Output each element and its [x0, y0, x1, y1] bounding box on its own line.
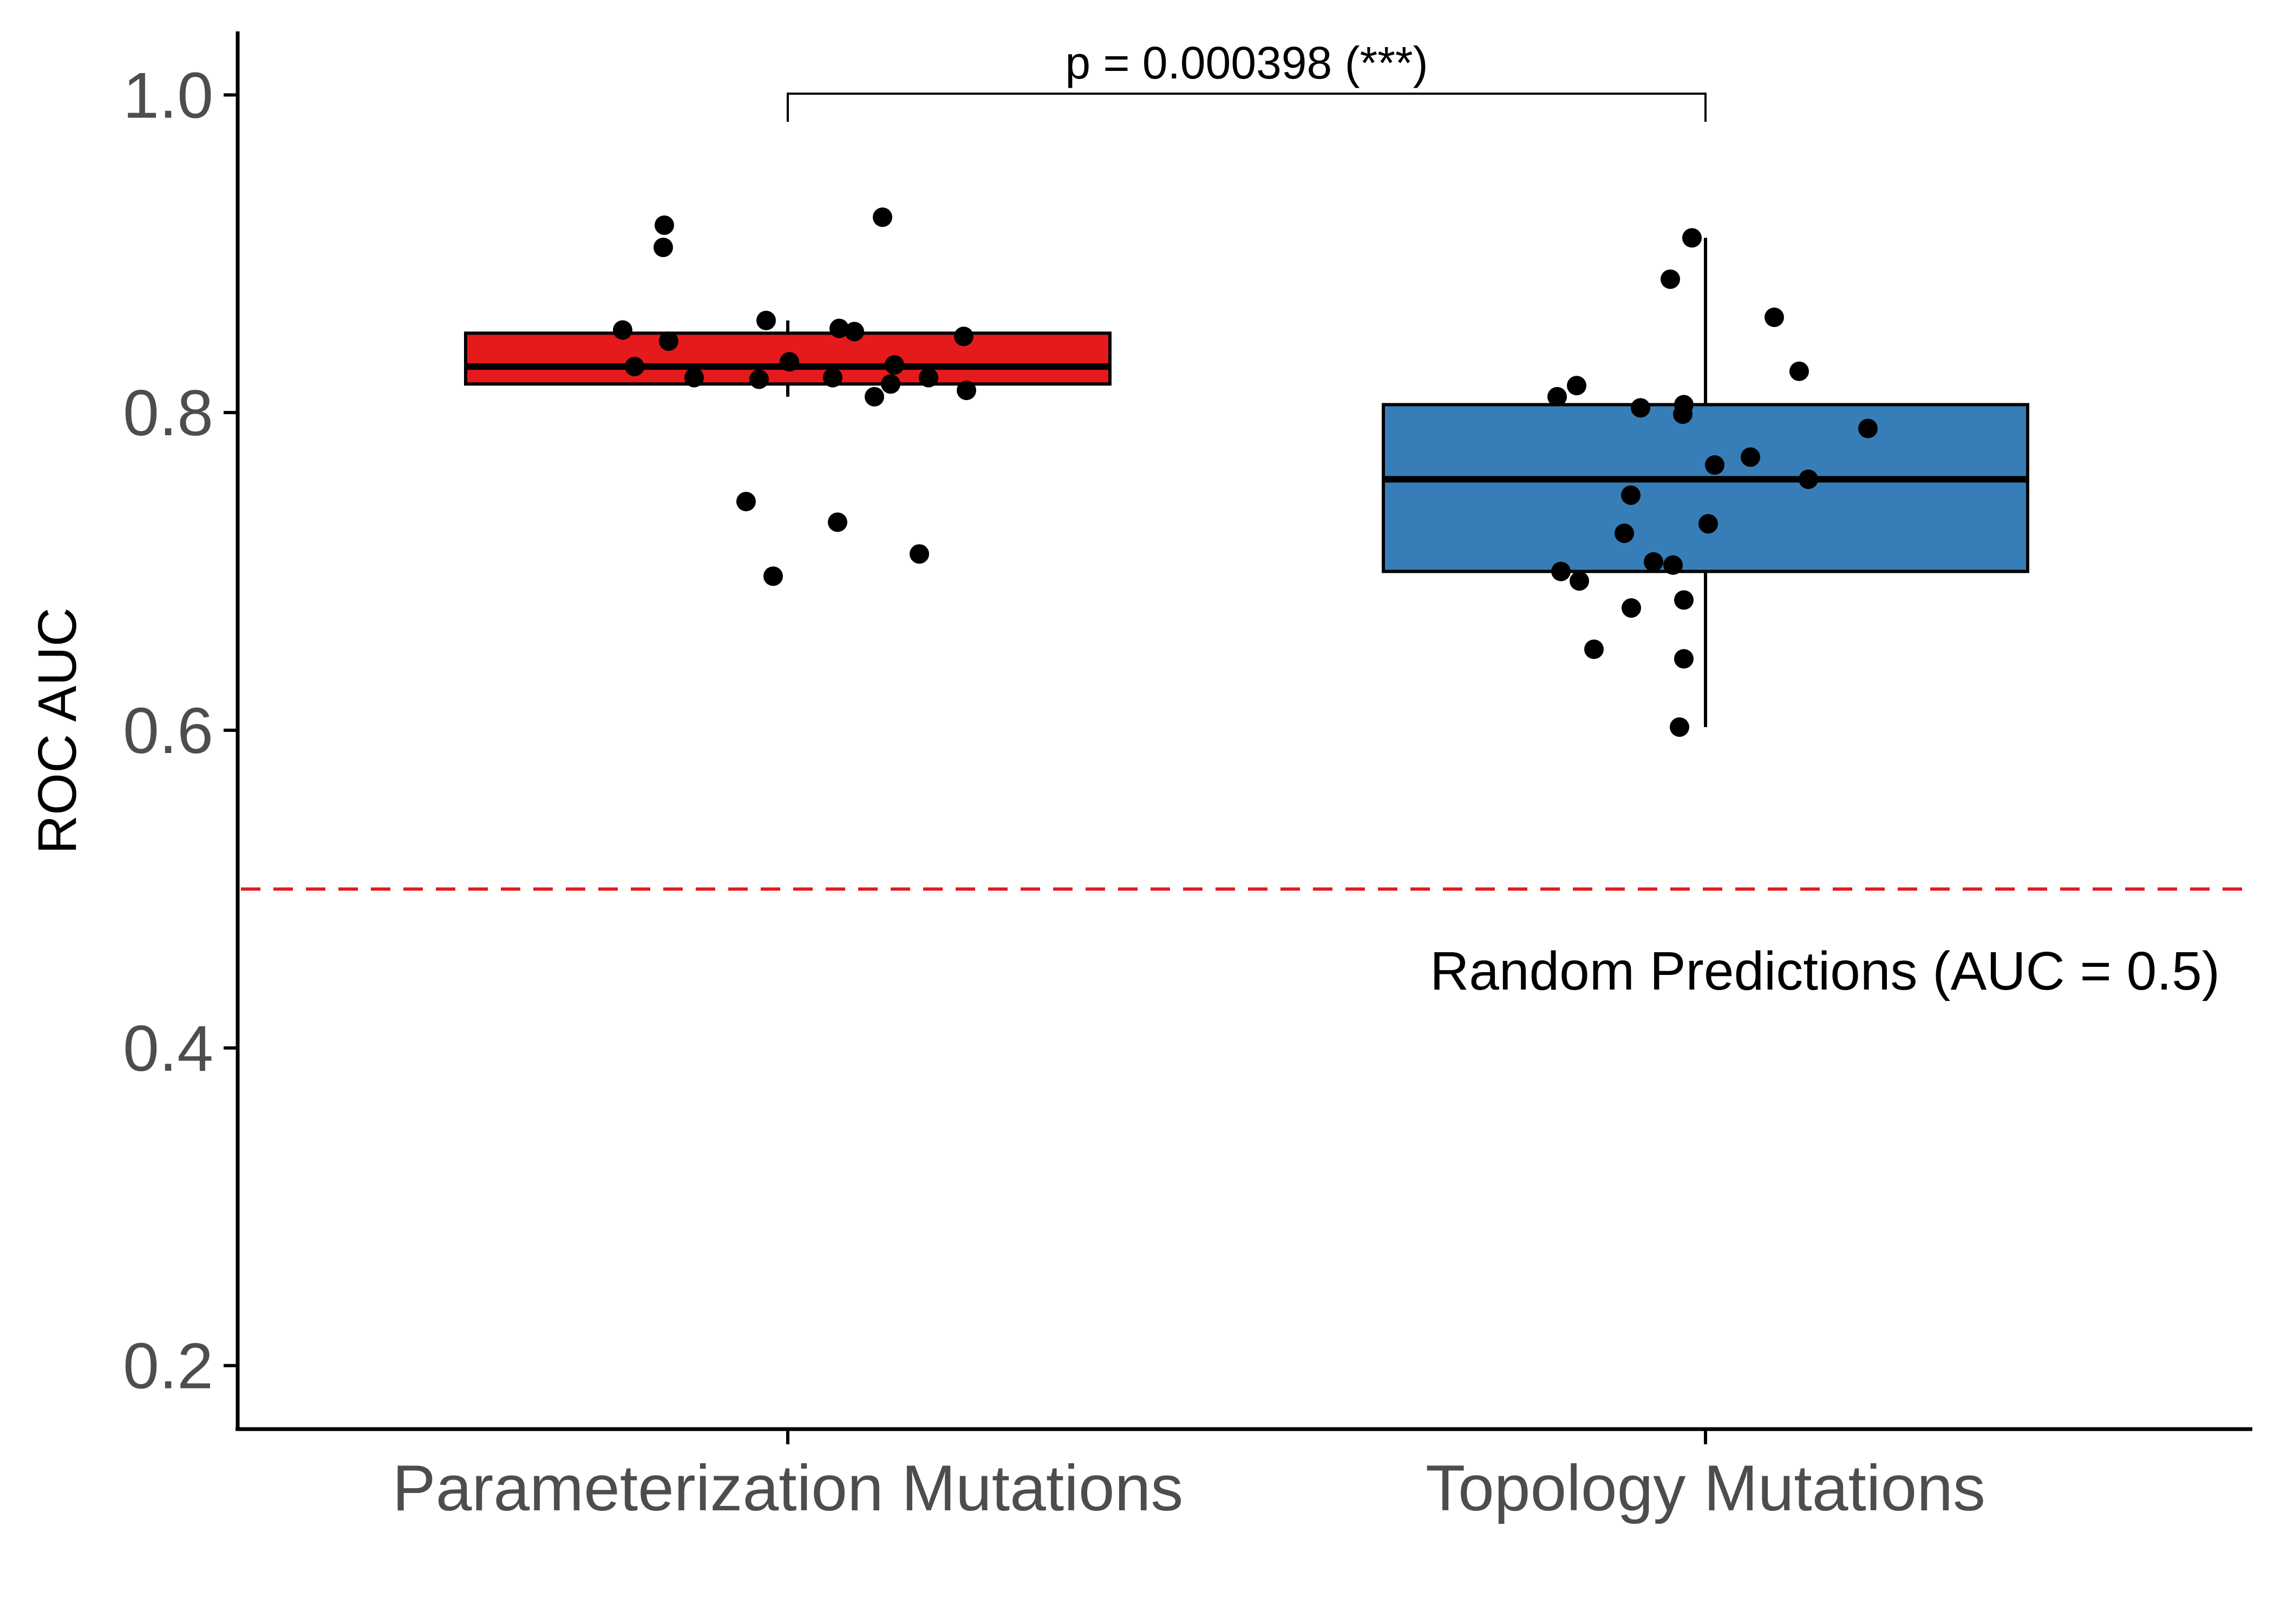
reference-line-label: Random Predictions (AUC = 0.5): [1430, 941, 2220, 1001]
y-tick-label: 1.0: [123, 59, 213, 132]
significance-label: p = 0.000398 (***): [1065, 37, 1428, 88]
data-point: [865, 387, 884, 407]
data-point: [1705, 455, 1724, 475]
data-point: [749, 369, 769, 389]
significance-bracket: [787, 93, 1707, 122]
data-point: [1551, 561, 1571, 581]
y-tick-label: 0.4: [123, 1012, 213, 1085]
data-point: [780, 352, 799, 372]
data-point: [1674, 590, 1694, 610]
data-point: [613, 320, 632, 340]
y-tick-label: 0.8: [123, 377, 213, 449]
data-point: [1673, 404, 1693, 424]
y-tick-label: 0.2: [123, 1330, 213, 1403]
data-point: [845, 322, 864, 342]
data-point: [763, 566, 783, 586]
data-point: [954, 326, 973, 346]
y-tick-label: 0.6: [123, 695, 213, 767]
data-point: [1661, 269, 1680, 289]
y-axis-title: ROC AUC: [27, 607, 88, 854]
data-point: [885, 355, 904, 375]
data-point: [1682, 228, 1702, 248]
data-point: [655, 215, 674, 235]
data-point: [1799, 469, 1818, 489]
box-2: [1382, 403, 2029, 573]
data-point: [829, 318, 849, 338]
data-point: [1584, 639, 1604, 659]
data-point: [919, 368, 938, 388]
data-point: [823, 368, 842, 388]
data-point: [1670, 717, 1689, 737]
data-point: [1765, 307, 1784, 328]
data-point: [1741, 447, 1760, 467]
x-tick-label: Topology Mutations: [1426, 1452, 1985, 1524]
data-point: [659, 331, 678, 351]
data-point: [1663, 555, 1683, 575]
data-point: [1789, 361, 1809, 381]
data-point: [828, 512, 847, 532]
data-point: [910, 544, 929, 564]
data-point: [684, 368, 704, 388]
data-point: [1674, 649, 1694, 669]
data-point: [625, 357, 644, 377]
data-point: [1631, 398, 1650, 418]
data-point: [957, 381, 976, 401]
data-point: [1644, 552, 1663, 572]
data-point: [1621, 485, 1641, 505]
data-point: [1622, 598, 1641, 618]
data-point: [1570, 571, 1589, 591]
data-point: [1547, 387, 1567, 407]
data-point: [1698, 514, 1718, 534]
data-point: [873, 207, 892, 227]
data-point: [1858, 418, 1878, 438]
data-point: [1615, 523, 1634, 543]
data-point: [654, 238, 673, 258]
data-point: [756, 311, 776, 331]
x-tick-label: Parameterization Mutations: [393, 1452, 1184, 1524]
data-point: [736, 492, 756, 512]
data-point: [881, 374, 900, 394]
data-point: [1567, 376, 1586, 396]
